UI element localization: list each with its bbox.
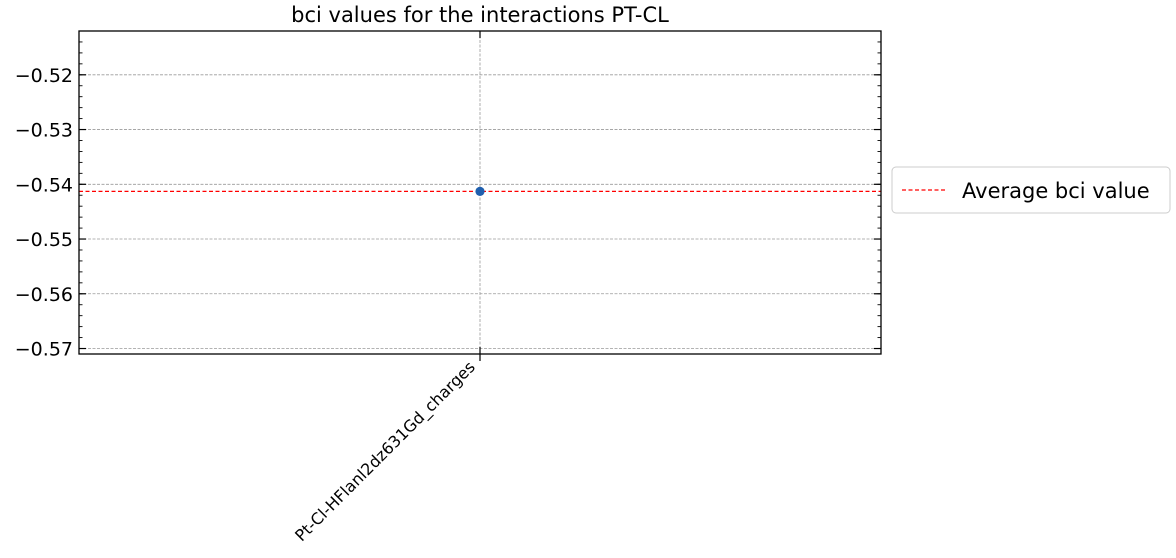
y-tick-label: −0.56 <box>15 284 73 306</box>
data-point <box>475 186 485 197</box>
legend: Average bci value <box>891 166 1171 214</box>
y-tick-label: −0.52 <box>15 65 73 87</box>
chart-title: bci values for the interactions PT-CL <box>291 3 669 27</box>
x-tick-label: Pt-Cl-HFlanl2dz631Gd_charges <box>291 357 479 545</box>
y-axis: −0.52 −0.53 −0.54 −0.55 −0.56 −0.57 <box>15 30 881 361</box>
y-tick-label: −0.55 <box>15 229 73 251</box>
legend-label-average: Average bci value <box>962 179 1150 203</box>
legend-box <box>891 166 1171 214</box>
y-tick-label: −0.54 <box>15 174 73 196</box>
data-points <box>475 186 485 197</box>
y-tick-label: −0.53 <box>15 120 73 142</box>
y-tick-label: −0.57 <box>15 339 73 361</box>
x-axis: Pt-Cl-HFlanl2dz631Gd_charges <box>291 31 481 546</box>
